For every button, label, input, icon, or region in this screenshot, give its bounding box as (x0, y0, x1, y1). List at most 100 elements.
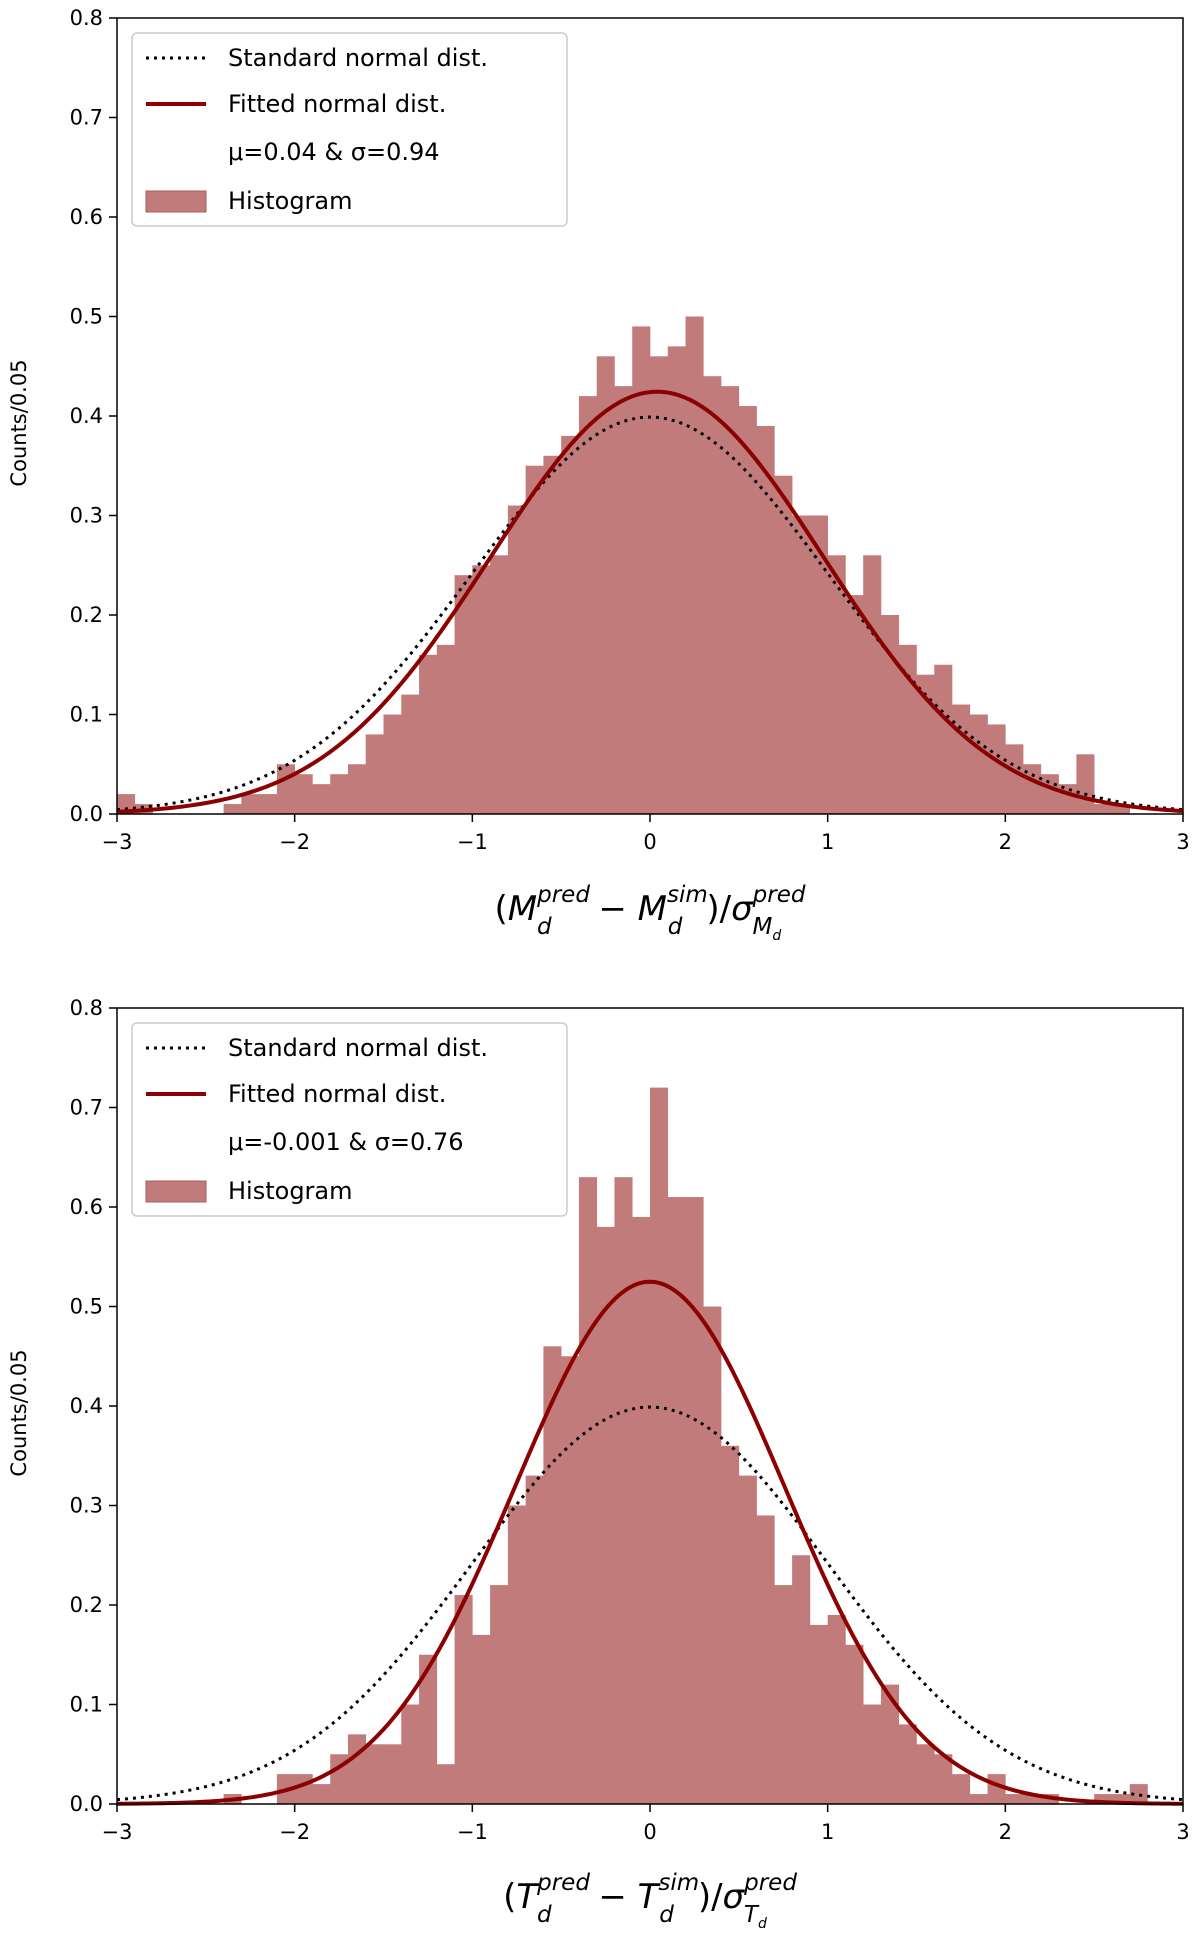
histogram-bar (312, 1784, 331, 1804)
histogram-bar (845, 1644, 864, 1804)
y-tick-label: 0.7 (70, 106, 103, 130)
histogram-bar (561, 435, 580, 814)
histogram-bar (632, 326, 651, 814)
histogram-bar (561, 1356, 580, 1804)
histogram-bar (721, 386, 740, 814)
x-tick-label: 2 (999, 830, 1012, 854)
legend-standard-label: Standard normal dist. (228, 44, 488, 72)
histogram-bar (632, 1216, 651, 1804)
xlabel-term-b-sup: sim (667, 882, 708, 908)
x-tick-label: −2 (279, 830, 310, 854)
histogram-bar (650, 356, 669, 814)
y-tick-label: 0.5 (70, 1295, 103, 1319)
histogram-bar (809, 515, 828, 814)
histogram-bar (667, 346, 686, 814)
x-tick-label: −3 (102, 830, 133, 854)
histogram-bar (436, 1764, 455, 1804)
fitted-normal-curve-top (116, 389, 1184, 814)
histogram-bar (117, 794, 136, 814)
histogram-bar (863, 1704, 882, 1804)
xlabel-sigma-sup: pred (743, 1870, 797, 1896)
xlabel-term-a-sub: d (537, 1902, 552, 1928)
y-tick-label: 0.6 (70, 1195, 103, 1219)
histogram-bar (703, 1306, 722, 1804)
y-tick-label: 0.7 (70, 1096, 103, 1120)
histogram-bar (525, 1475, 544, 1804)
x-tick-label: 0 (643, 1820, 656, 1844)
histogram-bar (596, 1226, 615, 1804)
legend-top: Standard normal dist. Fitted normal dist… (131, 32, 568, 227)
legend-fit-params: μ=-0.001 & σ=0.76 (228, 1128, 463, 1156)
xlabel-sigma: σ (723, 1877, 746, 1917)
histogram-bar (952, 1774, 971, 1804)
histogram-bar (330, 774, 349, 814)
xlabel-term-b-sup: sim (658, 1870, 699, 1896)
histogram-bar (774, 475, 793, 814)
histogram-bar (401, 694, 420, 814)
y-tick-label: 0.1 (70, 1693, 103, 1717)
histogram-bar (827, 555, 846, 814)
histogram-bar (454, 575, 473, 814)
histogram-bar (898, 644, 917, 814)
y-tick-label: 0.2 (70, 603, 103, 627)
y-axis-label-top: Counts/0.05 (7, 359, 31, 486)
histogram-bar (880, 1684, 900, 1804)
histogram-bar (792, 1555, 811, 1804)
histogram-bar (347, 1734, 367, 1804)
histogram-bar (312, 784, 331, 814)
histogram-bar (543, 1346, 562, 1804)
xlabel-term-b: M (638, 889, 667, 929)
histogram-bar (1076, 754, 1095, 814)
histogram-bar (578, 1177, 597, 1804)
histogram-bar (1005, 1794, 1024, 1804)
x-tick-label: 1 (821, 1820, 834, 1844)
histogram-bar (436, 644, 455, 814)
histogram-bar (241, 794, 260, 814)
xlabel-term-a-sup: pred (536, 1870, 590, 1896)
histogram-bar (419, 654, 438, 814)
histogram-bar (507, 505, 526, 814)
y-axis-label-bottom: Counts/0.05 (7, 1349, 31, 1476)
histogram-bar (276, 764, 295, 814)
histogram-bar (738, 1475, 757, 1804)
histogram-bar (898, 1724, 917, 1804)
histogram-bar (969, 714, 988, 814)
histogram-bar (614, 386, 633, 814)
xlabel-minus: − (588, 889, 638, 929)
x-tick-label: 0 (643, 830, 656, 854)
xlabel-term-b: T (638, 1877, 661, 1917)
histogram-bar (987, 1774, 1006, 1804)
xlabel-term-b-sub: d (668, 914, 683, 940)
histogram-bar (347, 764, 367, 814)
histogram-bar (490, 1585, 509, 1804)
histogram-bars-top (117, 316, 1130, 814)
histogram-bar (543, 455, 562, 814)
y-tick-label: 0.6 (70, 205, 103, 229)
histogram-bar (934, 664, 953, 814)
x-axis-label-bottom: (Tpred d − Tsim d)/σpred Td (503, 1870, 797, 1932)
y-tick-label: 0.1 (70, 703, 103, 727)
xlabel-sigma-sup: pred (752, 882, 806, 908)
x-axis-label-top: (Mpred d − Msim d)/σpred Md (495, 882, 806, 944)
y-tick-label: 0.8 (70, 996, 103, 1020)
histogram-bar (1129, 1784, 1148, 1804)
xlabel-term-b-sub: d (659, 1902, 674, 1928)
histogram-bar (383, 714, 402, 814)
histogram-bar (916, 674, 935, 814)
histogram-bar (294, 1774, 313, 1804)
legend-histogram-swatch (145, 190, 207, 213)
x-tick-label: 1 (821, 830, 834, 854)
xlabel-open: ( (503, 1877, 516, 1917)
histogram-bar (1111, 1794, 1130, 1804)
x-tick-label: −1 (457, 830, 488, 854)
xlabel-sigma-subsub: d (758, 1916, 767, 1932)
x-tick-label: −2 (279, 1820, 310, 1844)
x-tick-label: 3 (1176, 1820, 1189, 1844)
legend-box-bottom (131, 1022, 568, 1217)
xlabel-sigma: σ (731, 889, 754, 929)
y-tick-label: 0.0 (70, 1792, 103, 1816)
histogram-bar (294, 774, 313, 814)
legend-histogram-label: Histogram (228, 187, 353, 215)
histogram-bar (383, 1744, 402, 1804)
histogram-bar (969, 1794, 988, 1804)
